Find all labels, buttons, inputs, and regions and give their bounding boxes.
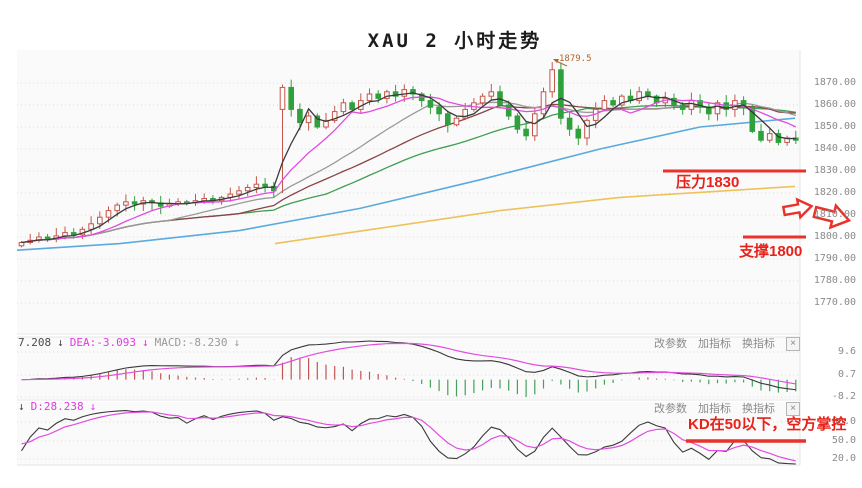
switch-indicator-button[interactable]: 换指标 [742, 337, 775, 350]
dif-value: 7.208 [18, 336, 52, 349]
axis-tick-label: 9.6 [837, 346, 856, 357]
macd-header: 7.208 ↓ DEA:-3.093 ↓ MACD:-8.230 ↓ [18, 337, 240, 349]
down-arrow-icon: ↓ [233, 336, 241, 349]
axis-tick-label: 1860.00 [813, 99, 856, 110]
down-arrow-icon: ↓ [89, 400, 97, 413]
right-arrow-icon [781, 197, 814, 220]
moving-average-lines [16, 101, 796, 251]
macd-value: MACD:-8.230 [154, 336, 228, 349]
panel-frames [17, 50, 801, 466]
close-panel-button[interactable]: × [786, 337, 800, 351]
macd-indicator-layer [21, 340, 797, 397]
fast-ma-lines [21, 92, 797, 244]
kd-annotation: KD在50以下，空方掌控 [688, 416, 847, 433]
axis-tick-label: 1820.00 [813, 187, 856, 198]
macd-panel-bg [17, 337, 800, 399]
kd-toolbar: 改参数 加指标 换指标 × [540, 402, 800, 416]
resistance-label: 压力1830 [676, 174, 740, 191]
d-value: D:28.238 [30, 400, 84, 413]
peak-price-label: 1879.5 [559, 54, 592, 64]
ma-yellow [274, 185, 796, 245]
add-indicator-button[interactable]: 加指标 [698, 402, 731, 415]
peak-arrow-icon [555, 60, 568, 67]
axis-tick-label: 1810.00 [813, 209, 856, 220]
dea-value: DEA:-3.093 [69, 336, 136, 349]
change-params-button[interactable]: 改参数 [654, 402, 687, 415]
down-arrow-icon: ↓ [57, 336, 64, 349]
axis-tick-label: 1830.00 [813, 165, 856, 176]
axis-tick-label: 1780.00 [813, 275, 856, 286]
main-panel-bg [17, 50, 800, 333]
grid-layer [17, 82, 800, 460]
axis-tick-label: 1790.00 [813, 253, 856, 264]
axis-tick-label: 80.0 [831, 416, 856, 427]
kd-header: ↓ D:28.238 ↓ [18, 401, 96, 413]
axis-tick-label: 1770.00 [813, 297, 856, 308]
axis-tick-label: 20.0 [831, 453, 856, 464]
ma-gray [21, 101, 796, 244]
close-panel-button[interactable]: × [786, 402, 800, 416]
axis-tick-label: 1870.00 [813, 77, 856, 88]
change-params-button[interactable]: 改参数 [654, 337, 687, 350]
axis-tick-label: 50.0 [831, 435, 856, 446]
axis-tick-label: -8.2 [831, 391, 856, 402]
support-label: 支撑1800 [739, 243, 803, 260]
axis-tick-label: 1800.00 [813, 231, 856, 242]
axis-tick-label: 1840.00 [813, 143, 856, 154]
red-annotations [553, 59, 852, 443]
right-arrow-icon [812, 203, 852, 230]
kd-indicator-layer [21, 410, 796, 465]
chart-title: XAU 2 小时走势 [367, 30, 543, 52]
macd-toolbar: 改参数 加指标 换指标 × [540, 337, 800, 351]
switch-indicator-button[interactable]: 换指标 [742, 402, 775, 415]
down-arrow-icon: ↓ [141, 336, 149, 349]
dea-line [21, 342, 796, 385]
d-line [21, 411, 796, 462]
add-indicator-button[interactable]: 加指标 [698, 337, 731, 350]
axis-tick-label: 0.7 [837, 369, 856, 380]
ma-blue [16, 117, 796, 251]
axis-tick-label: 1850.00 [813, 121, 856, 132]
ma-black [21, 92, 796, 244]
down-arrow-icon: ↓ [18, 400, 25, 413]
ma-magenta [21, 96, 797, 244]
